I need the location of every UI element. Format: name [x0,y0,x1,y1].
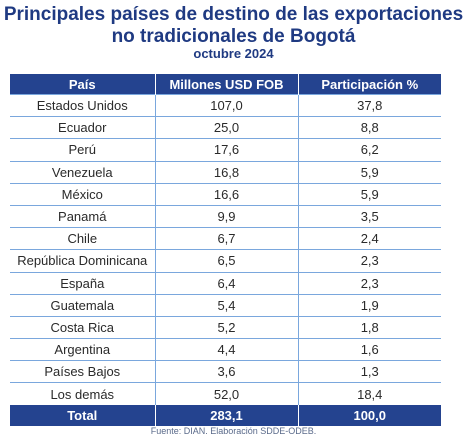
table-row: Países Bajos 3,6 1,3 [10,360,441,383]
total-row: Total 283,1 100,0 [10,404,441,426]
cell-country: Venezuela [10,160,155,184]
figure-subtitle: octubre 2024 [193,46,274,61]
table-row: Panamá 9,9 3,5 [10,204,441,228]
cell-millions-usd: 3,6 [154,360,298,383]
cell-millions-usd: 5,2 [154,315,298,339]
cell-country: Ecuador [10,116,155,139]
total-label: Total [10,404,155,426]
cell-country: México [10,182,155,206]
cell-share: 37,8 [297,93,441,117]
cell-country: Costa Rica [10,315,155,339]
cell-country: Perú [10,138,155,162]
cell-millions-usd: 6,4 [154,271,298,295]
table-row: Costa Rica 5,2 1,8 [10,315,441,339]
table-row: Argentina 4,4 1,6 [10,338,441,361]
source-note: Fuente: DIAN. Elaboración SDDE-ODEB. [150,426,317,436]
cell-millions-usd: 6,5 [154,249,298,272]
table-row: Ecuador 25,0 8,8 [10,116,441,139]
table-row: Los demás 52,0 18,4 [10,382,441,405]
figure-title: Principales países de destino de las exp… [3,4,464,47]
cell-share: 2,3 [297,249,441,272]
table-row: República Dominicana 6,5 2,3 [10,249,441,272]
table-row: Perú 17,6 6,2 [10,138,441,162]
table-row: México 16,6 5,9 [10,182,441,206]
cell-share: 5,9 [297,182,441,206]
cell-millions-usd: 25,0 [154,116,298,139]
cell-millions-usd: 52,0 [154,382,298,405]
cell-share: 1,3 [297,360,441,383]
cell-share: 6,2 [297,138,441,162]
cell-millions-usd: 4,4 [154,338,298,361]
cell-share: 2,4 [297,227,441,250]
cell-country: Chile [10,227,155,250]
total-share: 100,0 [297,404,441,426]
cell-millions-usd: 17,6 [154,138,298,162]
table-row: Venezuela 16,8 5,9 [10,160,441,184]
cell-country: Panamá [10,204,155,228]
cell-share: 18,4 [297,382,441,405]
cell-country: Argentina [10,338,155,361]
cell-share: 5,9 [297,160,441,184]
cell-share: 1,9 [297,293,441,317]
table-row: Guatemala 5,4 1,9 [10,293,441,317]
header-country: País [10,74,155,95]
cell-share: 1,6 [297,338,441,361]
cell-share: 2,3 [297,271,441,295]
cell-country: República Dominicana [10,249,155,272]
table-row: Chile 6,7 2,4 [10,227,441,250]
header-share: Participación % [297,74,441,95]
cell-millions-usd: 5,4 [154,293,298,317]
exports-table: País Millones USD FOB Participación % Es… [10,74,441,426]
header-millions-usd: Millones USD FOB [154,74,298,95]
table-header-row: País Millones USD FOB Participación % [10,74,441,95]
cell-millions-usd: 107,0 [154,93,298,117]
cell-country: Los demás [10,382,155,405]
cell-share: 8,8 [297,116,441,139]
cell-share: 1,8 [297,315,441,339]
table-row: Estados Unidos 107,0 37,8 [10,93,441,117]
cell-country: España [10,271,155,295]
cell-millions-usd: 9,9 [154,204,298,228]
cell-country: Países Bajos [10,360,155,383]
cell-country: Estados Unidos [10,93,155,117]
cell-share: 3,5 [297,204,441,228]
cell-millions-usd: 16,8 [154,160,298,184]
total-millions-usd: 283,1 [154,404,298,426]
cell-country: Guatemala [10,293,155,317]
cell-millions-usd: 16,6 [154,182,298,206]
cell-millions-usd: 6,7 [154,227,298,250]
table-row: España 6,4 2,3 [10,271,441,295]
